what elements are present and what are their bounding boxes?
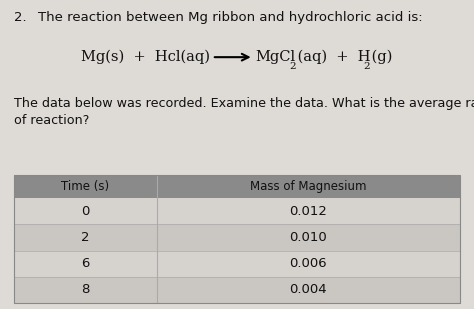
Text: The data below was recorded. Examine the data. What is the average rate
of react: The data below was recorded. Examine the… bbox=[14, 97, 474, 127]
Text: Mg(s)  +  Hcl(aq): Mg(s) + Hcl(aq) bbox=[81, 50, 210, 64]
Text: 2.: 2. bbox=[14, 11, 27, 24]
Text: 6: 6 bbox=[82, 257, 90, 270]
Bar bbox=[14, 224, 460, 251]
Text: 8: 8 bbox=[82, 283, 90, 296]
Bar bbox=[14, 277, 460, 303]
Text: 2: 2 bbox=[81, 231, 90, 244]
Text: 0.004: 0.004 bbox=[290, 283, 327, 296]
Text: Time (s): Time (s) bbox=[62, 180, 109, 193]
Text: 0.006: 0.006 bbox=[290, 257, 327, 270]
Text: Mass of Magnesium: Mass of Magnesium bbox=[250, 180, 366, 193]
Text: 0: 0 bbox=[82, 205, 90, 218]
Bar bbox=[14, 251, 460, 277]
Bar bbox=[14, 198, 460, 224]
Bar bbox=[14, 175, 460, 198]
Text: The reaction between Mg ribbon and hydrochloric acid is:: The reaction between Mg ribbon and hydro… bbox=[38, 11, 422, 24]
Text: 2: 2 bbox=[363, 62, 370, 71]
Text: 0.010: 0.010 bbox=[290, 231, 327, 244]
Text: 2: 2 bbox=[290, 62, 296, 71]
Text: (aq)  +  H: (aq) + H bbox=[293, 50, 371, 64]
Text: (g): (g) bbox=[367, 50, 392, 64]
Bar bbox=[14, 175, 460, 303]
Text: MgCl: MgCl bbox=[255, 50, 295, 64]
Text: 0.012: 0.012 bbox=[289, 205, 327, 218]
